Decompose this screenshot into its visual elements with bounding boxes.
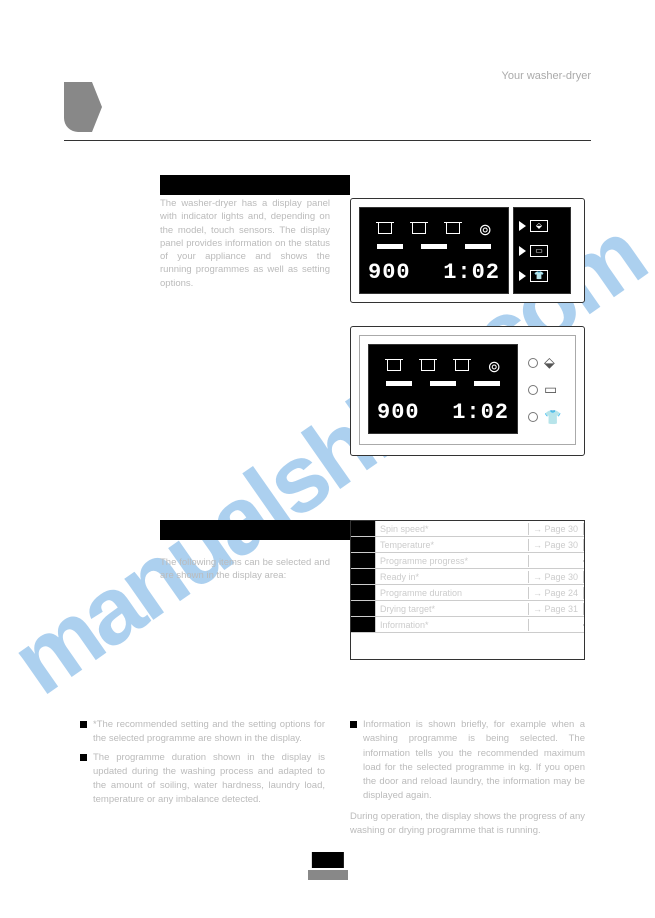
progress-bar: [465, 244, 491, 249]
table-ref: → Page 30: [529, 523, 584, 535]
lcd-progress-bars: [377, 381, 509, 386]
control-iron[interactable]: ⬙: [528, 354, 567, 371]
section1-paragraph: The washer-dryer has a display panel wit…: [160, 197, 330, 290]
table-ref: → Page 30: [529, 571, 584, 583]
list-item: The programme duration shown in the disp…: [80, 751, 325, 808]
control-shirt[interactable]: 👕: [528, 409, 567, 426]
lcd-right-panel: ⬙ ▭ 👕: [513, 207, 571, 294]
indicator-light: [528, 358, 538, 368]
table-label: Spin speed*: [376, 523, 529, 535]
progress-bar: [377, 244, 403, 249]
display-panel-variant-2: ⊚ 900 1:02 ⬙ ▭ 👕: [350, 326, 585, 456]
page-number-shade: [308, 870, 348, 880]
prewash-icon: [376, 220, 394, 234]
list-text: *The recommended setting and the setting…: [93, 718, 325, 747]
table-row: 3 Programme progress*: [351, 553, 584, 569]
table-row: 7 Information*: [351, 617, 584, 633]
section2-heading: Display area: [160, 520, 350, 540]
table-num: 1: [351, 521, 376, 536]
lcd-icon-row: ⊚: [368, 220, 500, 240]
spin-icon: ⊚: [478, 220, 491, 240]
table-row: 1 Spin speed* → Page 30: [351, 521, 584, 537]
table-ref: [529, 624, 584, 626]
lcd-screen: ⊚ 900 1:02: [368, 344, 518, 434]
table-row: 4 Ready in* → Page 30: [351, 569, 584, 585]
dry-target-iron: ⬙: [519, 220, 565, 232]
bottom-right-column: Information is shown briefly, for exampl…: [350, 718, 585, 838]
table-label: Programme duration: [376, 587, 529, 599]
progress-bar: [421, 244, 447, 249]
wash-icon: [410, 220, 428, 234]
table-ref: → Page 31: [529, 603, 584, 615]
section1-heading: Display panel: [160, 175, 350, 195]
prewash-icon: [385, 357, 403, 371]
lcd-digits-row: 900 1:02: [368, 260, 500, 285]
progress-bar: [386, 381, 412, 386]
table-ref: → Page 24: [529, 587, 584, 599]
table-label: Temperature*: [376, 539, 529, 551]
bullet-icon: [80, 754, 87, 761]
table-num: 3: [351, 553, 376, 568]
spin-value: 900: [377, 400, 420, 425]
table-num: 4: [351, 569, 376, 584]
rinse-icon: [444, 220, 462, 234]
dry-target-cupboard: ▭: [519, 245, 565, 257]
bottom-left-column: *The recommended setting and the setting…: [80, 718, 325, 812]
lcd-screen: ⊚ 900 1:02: [359, 207, 509, 294]
table-row: 5 Programme duration → Page 24: [351, 585, 584, 601]
spin-icon: ⊚: [487, 357, 500, 377]
lcd-icon-row: ⊚: [377, 357, 509, 377]
table-label: Information*: [376, 619, 529, 631]
progress-bar: [430, 381, 456, 386]
display-area-table: 1 Spin speed* → Page 30 2 Temperature* →…: [350, 520, 585, 660]
shirt-icon: 👕: [544, 409, 561, 426]
table-row: 2 Temperature* → Page 30: [351, 537, 584, 553]
bullet-icon: [350, 721, 357, 728]
wash-icon: [419, 357, 437, 371]
section1-body: The washer-dryer has a display panel wit…: [160, 197, 330, 293]
top-divider: [64, 140, 591, 141]
table-label: Drying target*: [376, 603, 529, 615]
control-column: ⬙ ▭ 👕: [528, 344, 567, 436]
iron-icon: ⬙: [544, 354, 555, 371]
table-num: 2: [351, 537, 376, 552]
table-label: Ready in*: [376, 571, 529, 583]
table-num: 7: [351, 617, 376, 632]
list-text: Information is shown briefly, for exampl…: [363, 718, 585, 804]
time-value: 1:02: [452, 400, 509, 425]
table-row: 6 Drying target* → Page 31: [351, 601, 584, 617]
table-num: 6: [351, 601, 376, 616]
lcd-digits-row: 900 1:02: [377, 400, 509, 425]
table-ref: → Page 30: [529, 539, 584, 551]
page-tab-marker: [64, 82, 92, 132]
cupboard-icon: ▭: [544, 381, 557, 398]
table-ref: [529, 560, 584, 562]
header-title: Your washer-dryer: [502, 70, 591, 82]
control-cupboard[interactable]: ▭: [528, 381, 567, 398]
time-value: 1:02: [443, 260, 500, 285]
list-text: The programme duration shown in the disp…: [93, 751, 325, 808]
list-item: Information is shown briefly, for exampl…: [350, 718, 585, 804]
bullet-icon: [80, 721, 87, 728]
list-text: During operation, the display shows the …: [350, 810, 585, 839]
list-item: *The recommended setting and the setting…: [80, 718, 325, 747]
progress-bar: [474, 381, 500, 386]
indicator-light: [528, 385, 538, 395]
spin-value: 900: [368, 260, 411, 285]
table-num: 5: [351, 585, 376, 600]
rinse-icon: [453, 357, 471, 371]
table-label: Programme progress*: [376, 555, 529, 567]
dry-target-shirt: 👕: [519, 270, 565, 282]
lcd-progress-bars: [368, 244, 500, 249]
section2-body: The following items can be selected and …: [160, 556, 330, 583]
page-number: 18: [311, 852, 343, 868]
display-panel-variant-1: ⊚ 900 1:02 ⬙ ▭ 👕: [350, 198, 585, 303]
indicator-light: [528, 412, 538, 422]
